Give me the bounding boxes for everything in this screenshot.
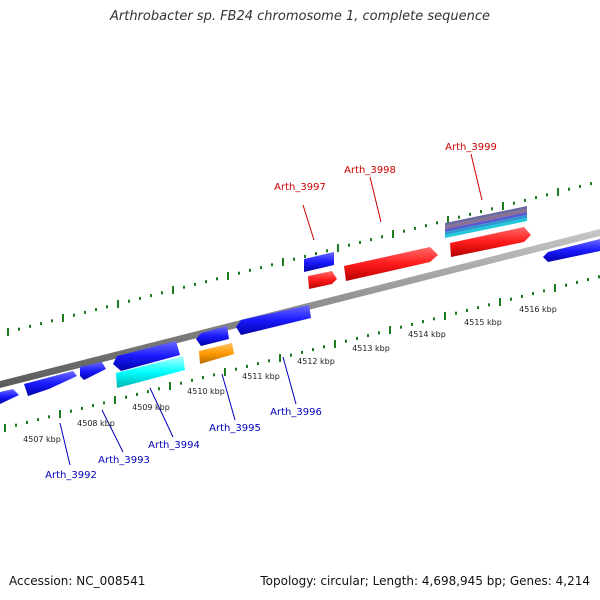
forward-strand-genes [308, 227, 531, 289]
scale-label-4508: 4508 kbp [77, 419, 115, 428]
gene-arth-3997-companion[interactable] [304, 252, 334, 272]
scale-label-4511: 4511 kbp [242, 372, 280, 381]
scale-label-4510: 4510 kbp [187, 387, 225, 396]
accession-label: Accession: NC_008541 [9, 574, 146, 588]
gene-label-arth-3993[interactable]: Arth_3993 [98, 455, 150, 466]
scale-label-4516: 4516 kbp [519, 305, 557, 314]
gene-arth-3998[interactable] [344, 247, 438, 281]
map-title: Arthrobacter sp. FB24 chromosome 1, comp… [109, 9, 491, 24]
feature-stack-arth-3999 [445, 206, 527, 238]
gene-arth-4000[interactable] [543, 239, 600, 262]
upper-tick-row [7, 182, 592, 336]
label-leader-lines [59, 153, 483, 466]
gene-label-arth-3992[interactable]: Arth_3992 [45, 470, 97, 481]
lower-tick-row [4, 275, 600, 432]
scale-label-4514: 4514 kbp [408, 330, 446, 339]
gene-arth-3995[interactable] [196, 326, 229, 346]
reverse-strand-genes [0, 239, 600, 404]
gene-arth-3996[interactable] [236, 305, 311, 335]
gene-arth-3997[interactable] [308, 271, 337, 289]
gene-label-arth-3997[interactable]: Arth_3997 [274, 182, 326, 193]
topology-label: Topology: circular; Length: 4,698,945 bp… [260, 574, 590, 588]
gene-highlight-orange[interactable] [199, 343, 234, 364]
gene-label-arth-3995[interactable]: Arth_3995 [209, 423, 261, 434]
gene-label-arth-3994[interactable]: Arth_3994 [148, 440, 200, 451]
scale-label-4509: 4509 kbp [132, 403, 170, 412]
scale-label-4513: 4513 kbp [352, 344, 390, 353]
gene-highlight-cyan[interactable] [116, 356, 185, 388]
gene-arth-3994[interactable] [113, 341, 180, 371]
gene-label-arth-3999[interactable]: Arth_3999 [445, 142, 497, 153]
gene-arth-3999[interactable] [450, 227, 531, 257]
gene-label-arth-3998[interactable]: Arth_3998 [344, 165, 396, 176]
gene-arth-3993[interactable] [80, 362, 106, 380]
scale-label-4512: 4512 kbp [297, 357, 335, 366]
scale-label-4507: 4507 kbp [23, 435, 61, 444]
gene-arth-3992[interactable] [24, 371, 77, 396]
gene-arth-3991[interactable] [0, 389, 19, 404]
scale-label-4515: 4515 kbp [464, 318, 502, 327]
gene-label-arth-3996[interactable]: Arth_3996 [270, 407, 322, 418]
